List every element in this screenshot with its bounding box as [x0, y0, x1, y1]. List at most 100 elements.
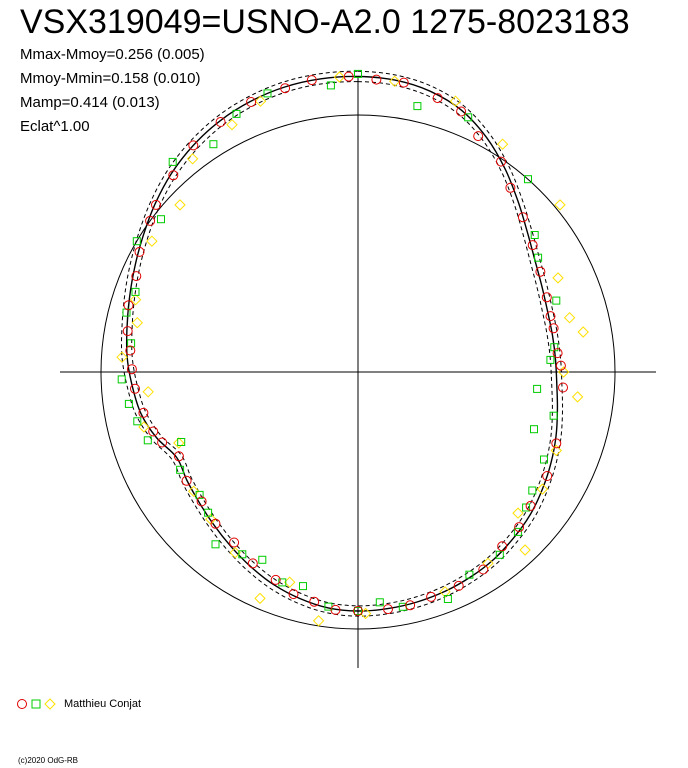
data-point-circle [541, 292, 552, 303]
data-point-circle [371, 74, 382, 85]
data-point-circle [383, 604, 393, 615]
data-point-square [124, 399, 133, 408]
data-point-circle [517, 212, 528, 223]
data-point-circle [478, 564, 489, 575]
data-point-square [464, 113, 473, 122]
data-point-diamond [254, 592, 266, 605]
data-point-square [375, 598, 384, 607]
data-point-diamond [333, 71, 346, 83]
data-point-circle [151, 199, 161, 210]
legend-observer-label: Matthieu Conjat [64, 698, 142, 710]
data-point-square [299, 582, 307, 591]
data-point-diamond [226, 118, 238, 131]
data-point-square [524, 175, 532, 184]
data-point-square [534, 253, 543, 262]
stats-block: Mmax-Mmoy=0.256 (0.005) Mmoy-Mmin=0.158 … [20, 43, 205, 139]
data-point-square [204, 508, 213, 517]
data-point-circle [246, 97, 257, 107]
data-point-square [177, 438, 186, 446]
data-point-circle [551, 438, 562, 449]
data-point-circle [514, 522, 525, 533]
data-point-square [533, 384, 542, 393]
data-point-square [211, 540, 220, 549]
data-point-diamond [577, 326, 589, 338]
data-point-circle [196, 496, 207, 507]
data-point-diamond [388, 75, 401, 88]
data-point-square [117, 375, 126, 384]
data-point-diamond [116, 351, 128, 363]
legend-square-marker [31, 699, 41, 709]
data-point-square [513, 527, 522, 536]
data-point-diamond [519, 544, 531, 556]
data-point-square [530, 231, 539, 239]
data-point-circle [330, 604, 341, 615]
legend-circle-marker [17, 699, 27, 709]
data-point-diamond [283, 576, 296, 588]
data-point-circle [188, 140, 199, 151]
data-point-circle [552, 348, 563, 359]
data-point-square [546, 355, 555, 364]
data-point-square [133, 417, 142, 426]
copyright-notice: (c)2020 OdG-RB [18, 756, 79, 765]
data-point-diamond [131, 316, 144, 329]
data-point-square [443, 595, 452, 603]
model-curve-layer [121, 70, 564, 617]
stat-max-minus-mean: Mmax-Mmoy=0.256 (0.005) [20, 46, 205, 63]
data-point-diamond [550, 444, 563, 457]
stat-mean-minus-min: Mmoy-Mmin=0.158 (0.010) [20, 70, 201, 87]
data-point-square [209, 140, 218, 149]
data-point-circle [280, 83, 291, 94]
data-point-square [131, 287, 140, 296]
data-point-diamond [312, 615, 325, 627]
data-point-circle [130, 383, 140, 394]
data-point-circle [527, 240, 538, 251]
data-point-circle [496, 156, 506, 167]
data-point-square [354, 69, 362, 78]
data-point-circle [126, 364, 137, 375]
data-point-circle [405, 600, 416, 611]
axes-layer [60, 76, 656, 668]
data-point-diamond [142, 386, 154, 398]
data-point-circle [125, 345, 136, 356]
model-curve [125, 75, 559, 612]
legend-markers [17, 698, 56, 710]
data-point-diamond [563, 311, 576, 324]
data-point-square [530, 425, 538, 434]
data-point-diamond [254, 95, 267, 107]
data-point-circle [229, 537, 240, 548]
data-point-circle [215, 117, 226, 127]
data-point-square [528, 486, 537, 495]
data-point-diamond [496, 138, 509, 150]
data-point-square [232, 109, 241, 118]
data-point-diamond [449, 95, 462, 107]
data-point-square [552, 296, 561, 305]
data-point-square [238, 550, 247, 559]
stat-amplitude: Mamp=0.414 (0.013) [20, 94, 160, 111]
data-point-square [157, 215, 165, 224]
data-point-circle [148, 426, 159, 437]
data-point-circle [525, 500, 536, 511]
data-point-circle [542, 471, 553, 481]
data-point-circle [270, 574, 281, 585]
data-point-diamond [146, 235, 158, 247]
data-point-diamond [138, 421, 150, 433]
data-point-circle [173, 451, 184, 462]
data-point-circle [247, 558, 258, 569]
data-point-circle [432, 93, 443, 104]
data-point-square [465, 570, 474, 579]
data-point-square [413, 102, 422, 111]
data-point-square [195, 490, 204, 499]
data-point-square [176, 465, 185, 474]
data-point-square [127, 339, 136, 348]
data-point-circle [456, 106, 467, 117]
data-point-square [398, 602, 407, 611]
data-point-square [168, 157, 177, 166]
data-point-circle [145, 215, 156, 226]
chart-title: VSX319049=USNO-A2.0 1275-8023183 [20, 3, 630, 41]
data-point-circle [555, 360, 566, 371]
data-point-circle [453, 580, 464, 591]
legend-diamond-marker [44, 698, 56, 710]
data-point-diamond [439, 586, 451, 598]
data-point-circle [131, 271, 142, 282]
